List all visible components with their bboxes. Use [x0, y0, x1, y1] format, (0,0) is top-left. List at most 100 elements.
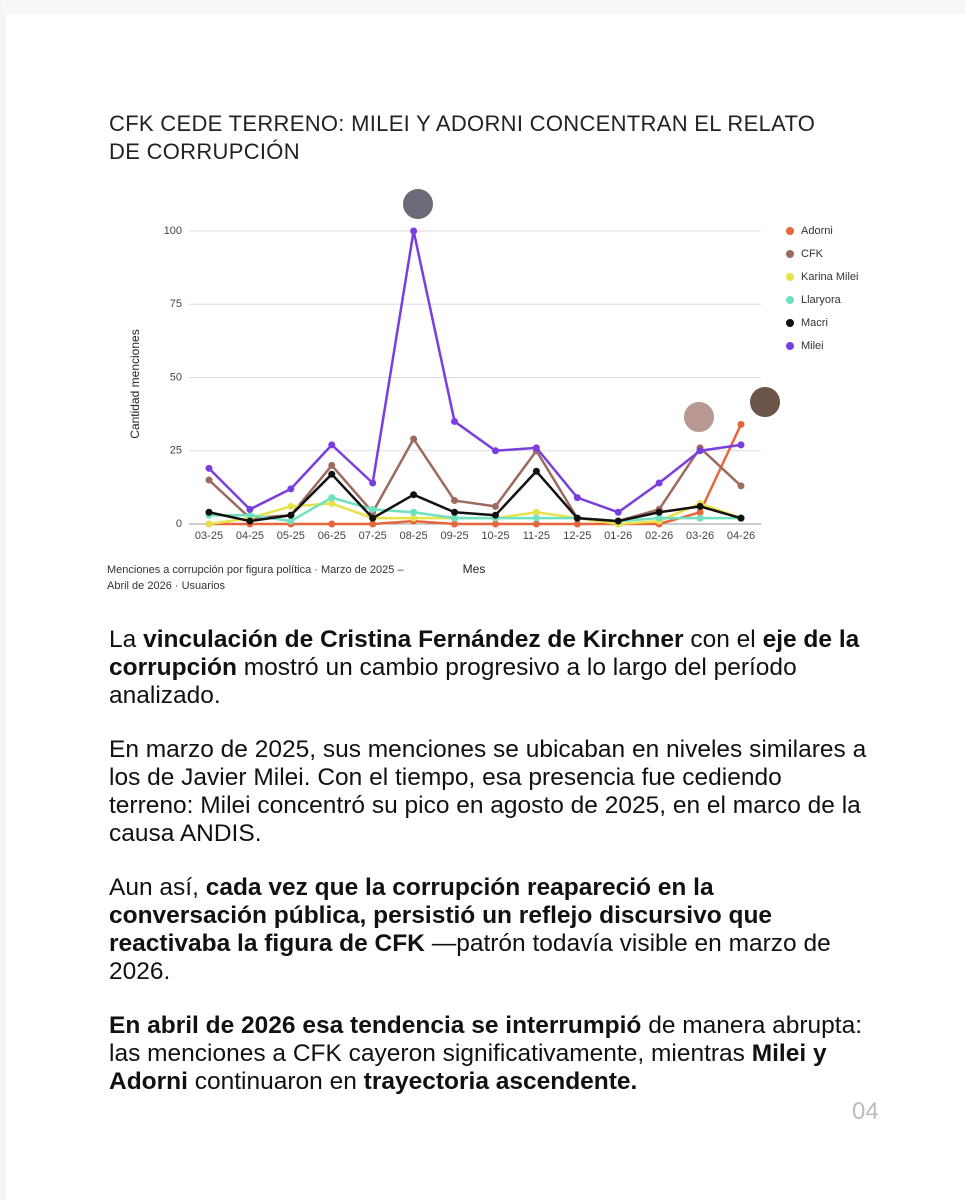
text: La — [109, 626, 144, 653]
legend-marker — [786, 296, 794, 304]
data-point — [655, 479, 663, 487]
page-number: 04 — [852, 1098, 879, 1125]
data-point — [491, 447, 499, 455]
data-point — [491, 511, 499, 519]
y-tick-label: 0 — [176, 518, 182, 530]
series-line — [208, 229, 742, 514]
text: con el — [683, 626, 763, 653]
data-point — [410, 227, 418, 235]
x-tick-label: 06-25 — [318, 530, 346, 542]
data-point — [614, 508, 622, 516]
legend-marker — [786, 319, 794, 327]
x-tick-label: 09-25 — [440, 530, 468, 542]
data-point — [410, 508, 418, 516]
text: mostró un cambio progresivo a lo largo d… — [109, 654, 797, 709]
data-point — [614, 517, 622, 525]
data-point — [369, 479, 377, 487]
series-line — [208, 470, 742, 523]
text: Aun así, — [109, 874, 206, 901]
data-point — [451, 508, 459, 516]
x-tick-label: 11-25 — [523, 530, 550, 542]
avatar — [748, 385, 782, 419]
bold-text: En abril de 2026 esa tendencia se interr… — [109, 1012, 642, 1039]
data-point — [328, 520, 336, 528]
legend-label: Milei — [801, 340, 824, 352]
legend-marker — [786, 227, 794, 235]
x-tick-label: 05-25 — [277, 530, 305, 542]
y-tick-label: 75 — [170, 298, 182, 310]
data-point — [287, 517, 295, 525]
legend-label: Llaryora — [801, 294, 842, 306]
text: continuaron en — [187, 1068, 364, 1095]
x-tick-label: 02-26 — [645, 530, 673, 542]
paragraph: Aun así, cada vez que la corrupción reap… — [109, 874, 869, 986]
data-point — [655, 508, 663, 516]
data-point — [532, 508, 540, 516]
data-point — [328, 494, 336, 502]
data-point — [287, 511, 295, 519]
data-point — [328, 441, 336, 449]
text: de manera abrupta: las menciones a CFK c… — [109, 1012, 863, 1067]
y-tick-label: 25 — [170, 445, 182, 457]
body-text: La vinculación de Cristina Fernández de … — [109, 626, 869, 1122]
data-point — [410, 435, 418, 443]
y-tick-label: 100 — [164, 225, 182, 237]
data-point — [532, 520, 540, 528]
text: En marzo de 2025, sus menciones se ubica… — [109, 736, 867, 847]
data-point — [737, 420, 745, 428]
title: CFK CEDE TERRENO: MILEI Y ADORNI CONCENT… — [109, 111, 816, 164]
data-point — [532, 444, 540, 452]
data-point — [205, 508, 213, 516]
series-line — [209, 496, 741, 523]
data-point — [369, 520, 377, 528]
x-tick-label: 07-25 — [359, 530, 387, 542]
x-tick-label: 01-26 — [604, 530, 632, 542]
avatar — [682, 400, 716, 434]
x-tick-label: 04-26 — [727, 530, 755, 542]
series-line — [209, 423, 743, 526]
legend-label: Karina Milei — [801, 271, 858, 283]
x-tick-label: 03-25 — [195, 530, 223, 542]
data-point — [532, 467, 540, 475]
avatar — [401, 187, 435, 221]
data-point — [491, 520, 499, 528]
data-point — [573, 520, 581, 528]
data-point — [369, 505, 377, 513]
data-point — [491, 502, 499, 510]
data-point — [573, 494, 581, 502]
data-point — [737, 441, 745, 449]
caption: Menciones a corrupción por figura políti… — [107, 564, 404, 592]
data-point — [328, 461, 336, 469]
data-point — [573, 514, 581, 522]
data-point — [410, 514, 418, 522]
text: —patrón todavía visible en marzo de 2026… — [109, 930, 831, 985]
x-tick-label: 08-25 — [400, 530, 428, 542]
paragraph: En abril de 2026 esa tendencia se interr… — [109, 1012, 869, 1096]
data-point — [532, 514, 540, 522]
x-tick-label: 12-25 — [563, 530, 591, 542]
legend-marker — [786, 250, 794, 258]
chart: 0 25 50 75 100 03-25 04-25 05-25 06-25 07-25 08-25… — [128, 187, 858, 576]
x-tick-label: 03-26 — [686, 530, 714, 542]
data-point — [246, 505, 254, 513]
data-point — [451, 417, 459, 425]
bold-text: Milei y Adorni — [109, 1040, 827, 1095]
data-point — [696, 502, 704, 510]
data-point — [287, 502, 295, 510]
data-point — [410, 491, 418, 499]
data-point — [696, 447, 704, 455]
y-tick-label: 50 — [170, 371, 182, 383]
data-point — [246, 517, 254, 525]
data-point — [696, 508, 704, 516]
bold-text: trayectoria ascendente. — [363, 1068, 638, 1095]
data-point — [655, 514, 663, 522]
data-point — [205, 476, 213, 484]
x-tick-label: 10-25 — [481, 530, 509, 542]
data-point — [205, 464, 213, 472]
data-point — [696, 514, 704, 522]
legend-marker — [786, 273, 794, 281]
paragraph: En marzo de 2025, sus menciones se ubica… — [109, 736, 869, 848]
data-point — [246, 511, 254, 519]
data-point — [205, 520, 213, 528]
